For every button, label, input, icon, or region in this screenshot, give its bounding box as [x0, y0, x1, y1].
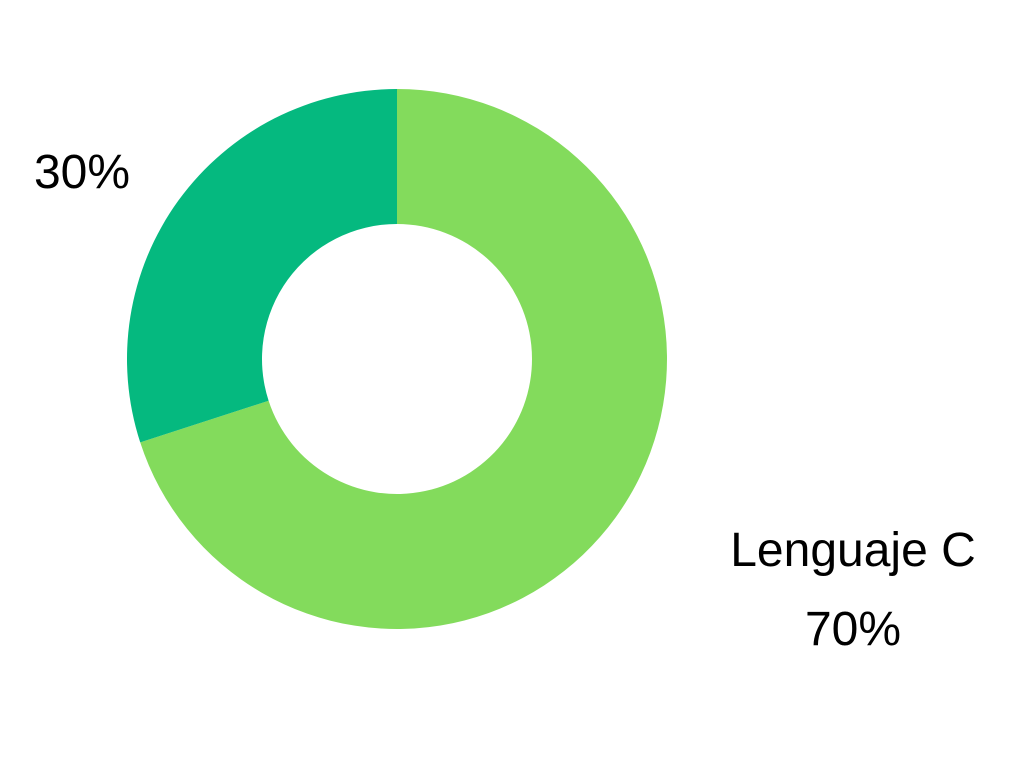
donut-slice-2	[126, 89, 398, 443]
donut-slices	[126, 89, 667, 630]
donut-slice-1	[140, 89, 667, 630]
slice-value-label-2: 30%	[34, 146, 130, 199]
slice-category-label-1: Lenguaje C	[730, 524, 976, 577]
slice-value-label-1: 70%	[805, 603, 901, 656]
